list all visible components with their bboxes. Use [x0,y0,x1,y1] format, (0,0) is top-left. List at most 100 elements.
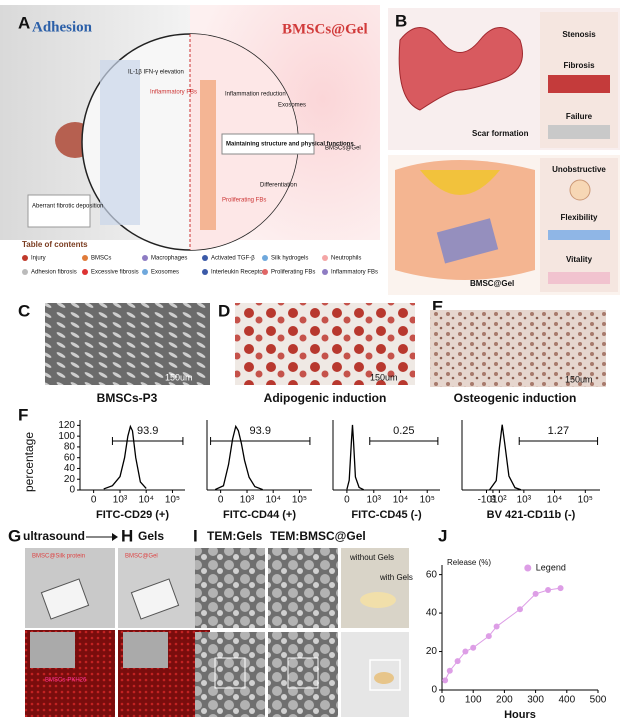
toc-item: Macrophages [151,256,187,262]
y-axis-label: Release (%) [447,558,491,567]
header: TEM:Gels [207,529,263,543]
data-point [493,623,500,630]
toc-item: Neutrophils [331,256,361,262]
toc-item: Silk hydrogels [271,256,308,262]
y-tick-label: 20 [64,474,76,485]
toc-icon [322,255,328,261]
tem-image [268,548,338,628]
gate-value: 0.25 [393,425,414,437]
x-tick-label: 10⁴ [265,495,280,506]
data-line [489,424,522,491]
panel-label: A [18,13,30,32]
callout: Exosomes [278,103,306,109]
x-tick-label: 0 [439,695,445,706]
zoom-box [369,659,401,691]
toc-item: Inflammatory FBs [331,270,378,276]
data-point [470,644,477,651]
scale-bar: 150um [565,374,593,384]
scale-bar: 150um [165,372,193,382]
x-tick-label: 10⁴ [547,495,562,506]
toc-item: Exosomes [151,270,179,276]
x-tick-label: 10³ [113,495,128,506]
y-tick-label: 0 [431,685,437,696]
toc-title: Table of contents [22,240,88,249]
panel-label: F [18,405,28,424]
right-title: BMSCs@Gel [282,21,368,37]
toc-item: Proliferating FBs [271,270,315,276]
x-axis-label: BV 421-CD11b (-) [487,509,576,521]
gel-patch [436,218,499,264]
y-tick-label: 80 [64,442,76,453]
photo-label: with Gels [379,573,413,582]
healthy-intestine [395,160,535,280]
x-tick-label: 0 [91,495,97,506]
callout: Aberrant fibrotic deposition [32,204,103,210]
fibrosis-band [100,60,140,225]
panel-i: I TEM:Gels TEM:BMSC@Gel without Gels wit… [193,526,413,717]
x-tick-label: 10⁵ [292,495,307,506]
x-tick-label: 10³ [367,495,382,506]
outcome-column [540,158,618,292]
arrow-head [112,533,118,541]
x-tick-label: 0 [218,495,224,506]
y-axis-label: percentage [22,432,36,492]
scale-bar: 150um [370,372,398,382]
left-title: Adhesion [32,19,93,35]
callout: Inflammatory FBs [150,90,197,96]
x-tick-label: 400 [558,695,575,706]
caption: Adipogenic induction [264,391,387,405]
toc-item: Interleukin Receptor [211,270,265,276]
legend-label: Legend [536,562,566,572]
fibrosis-image [548,75,610,93]
data-point [532,590,539,597]
y-tick-label: 60 [426,569,438,580]
y-tick-label: 100 [58,431,75,442]
caption: BMSC@Gel [470,279,514,288]
y-tick-label: 40 [426,608,438,619]
inset [30,632,75,668]
unobstructive-image [569,179,591,201]
callout: Proliferating FBs [222,198,266,204]
toc-icon [142,269,148,275]
gate-value: 93.9 [137,425,158,437]
toc-icon [322,269,328,275]
toc-icon [202,269,208,275]
data-point [454,658,461,665]
toc-icon [262,255,268,261]
vial [40,578,90,620]
x-axis-label: Hours [504,709,536,721]
data-point [545,587,552,593]
vial [130,578,180,620]
x-axis-label: FITC-CD44 (+) [223,509,296,521]
callout-box [221,133,315,155]
data-point [462,648,469,655]
panels-gh: G ultrasound H Gels BMSC@Silk protein BM… [8,526,210,717]
x-tick-label: 0 [490,495,496,506]
data-point [517,606,523,613]
y-tick-label: 0 [69,485,75,496]
panel-a: A Adhesion BMSCs@Gel IL-1β IFN-γ elevati… [0,5,380,251]
gel-sample [360,592,396,608]
data-point [557,585,564,592]
outcome-label: Unobstructive [552,165,606,174]
image-label: BMSCs-PKH26 [45,678,87,684]
micrograph [235,303,415,385]
callout: Maintaining structure and physical funct… [226,142,354,148]
x-tick-label: 10³ [240,495,255,506]
header: TEM:BMSC@Gel [270,529,366,543]
data-line [346,424,364,491]
callout: Inflammation reduction [225,92,286,98]
toc-item: Activated TGF-β [211,256,255,262]
toc-icon [22,255,28,261]
legend-marker [524,564,532,572]
x-tick-label: 10⁴ [393,495,408,506]
image-label: BMSC@Gel [125,554,158,560]
panel-label: I [193,526,198,545]
toc-item: BMSCs [91,256,111,262]
panels-cde: C 150um BMSCs-P3 D 150um Adipogenic indu… [18,297,606,405]
flexibility-image [548,230,610,240]
step-label: ultrasound [23,529,85,543]
caption: Osteogenic induction [454,391,577,405]
photo [341,548,409,628]
